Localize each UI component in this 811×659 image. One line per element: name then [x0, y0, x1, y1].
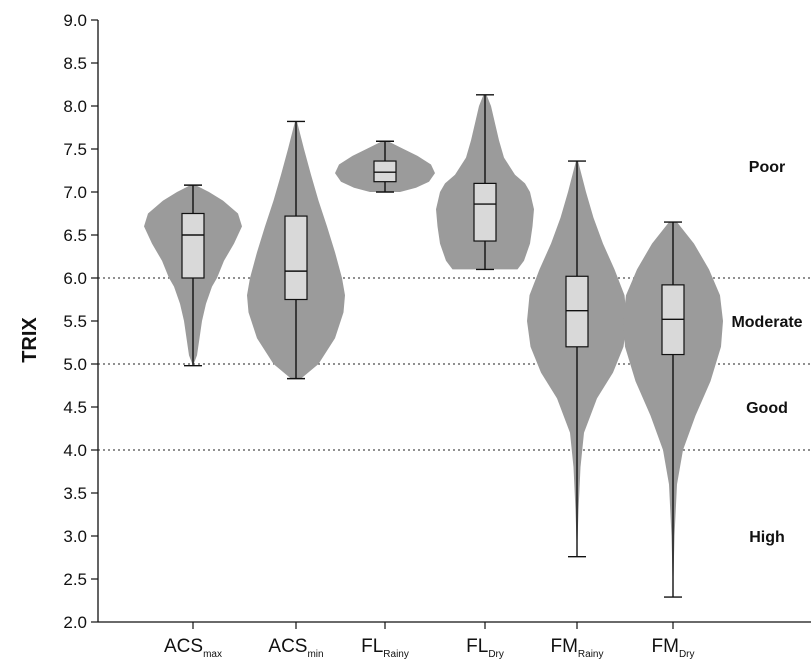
violin-fm-dry [623, 221, 723, 598]
x-category-label: ACSmin [268, 636, 323, 659]
violin-fl-rainy [335, 140, 435, 193]
iqr-box [284, 215, 308, 301]
violin-fm-rainy [527, 160, 627, 558]
violin-fl-dry [436, 94, 534, 271]
zone-label-poor: Poor [749, 159, 785, 176]
violin-series [144, 94, 723, 598]
y-tick-label: 7.0 [63, 183, 87, 202]
zone-labels: Poor Moderate Good High [731, 159, 802, 546]
y-tick-label: 6.5 [63, 226, 87, 245]
x-category-label: ACSmax [164, 636, 222, 659]
zone-label-high: High [749, 529, 785, 546]
zone-label-moderate: Moderate [731, 314, 802, 331]
y-tick-label: 8.0 [63, 97, 87, 116]
violin-acs-min [247, 120, 345, 380]
y-tick-label: 3.0 [63, 527, 87, 546]
y-tick-label: 4.0 [63, 441, 87, 460]
violin-acs-max [144, 184, 242, 367]
y-tick-label: 6.0 [63, 269, 87, 288]
zone-label-good: Good [746, 400, 788, 417]
y-axis-title: TRIX [19, 317, 41, 363]
y-tick-label: 8.5 [63, 54, 87, 73]
x-category-label: FLDry [466, 636, 504, 659]
reference-lines [98, 277, 811, 451]
y-tick-label: 5.5 [63, 312, 87, 331]
y-tick-label: 3.5 [63, 484, 87, 503]
y-tick-label: 7.5 [63, 140, 87, 159]
x-category-label: FLRainy [361, 636, 409, 659]
y-tick-label: 2.0 [63, 613, 87, 632]
iqr-box [373, 160, 397, 183]
y-tick-label: 5.0 [63, 355, 87, 374]
iqr-box [565, 275, 589, 348]
x-category-label: FMDry [652, 636, 695, 659]
y-tick-label: 2.5 [63, 570, 87, 589]
y-axis-ticks: 2.0 2.5 3.0 3.5 4.0 4.5 5.0 5.5 6.0 6.5 7.0 7.5 8.0 8… [63, 11, 98, 632]
y-tick-label: 9.0 [63, 11, 87, 30]
x-category-label: FMRainy [550, 636, 603, 659]
x-axis-ticks: ACSmax ACSmin FLRainy FLDry FMRainy FMDry [164, 622, 695, 659]
iqr-box [473, 182, 497, 242]
y-tick-label: 4.5 [63, 398, 87, 417]
iqr-box [181, 212, 205, 279]
